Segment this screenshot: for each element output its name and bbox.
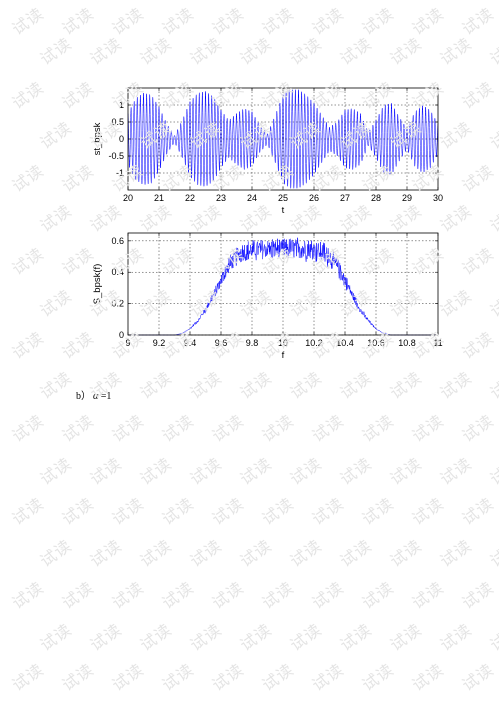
time-x-tick-label: 20 <box>123 193 133 203</box>
spec-y-tick-label: 0.2 <box>111 299 124 309</box>
spec-x-tick-label: 10.6 <box>367 338 385 348</box>
time-x-axis-label: t <box>282 205 285 216</box>
time-x-tick-label: 30 <box>433 193 443 203</box>
spectrum-chart: 9 9.2 9.4 9.6 9.8 10 10.2 10.4 10.6 10.8 11 0 0.2 0.… <box>92 232 443 361</box>
spec-x-tick-label: 9 <box>125 338 130 348</box>
time-x-tick-label: 25 <box>278 193 288 203</box>
spectrum-y-ticks: 0 0.2 0.4 0.6 <box>111 236 438 340</box>
spectrum-x-ticks: 9 9.2 9.4 9.6 9.8 10 10.2 10.4 10.6 10.8 11 <box>125 233 443 348</box>
caption-equation: =1 <box>98 391 112 402</box>
time-x-tick-label: 21 <box>154 193 164 203</box>
spec-x-tick-label: 10.2 <box>305 338 323 348</box>
spec-x-tick-label: 9.8 <box>246 338 259 348</box>
spec-x-tick-label: 11 <box>433 338 442 348</box>
spec-y-tick-label: 0 <box>119 330 124 340</box>
time-x-tick-label: 26 <box>309 193 319 203</box>
time-x-tick-label: 27 <box>340 193 350 203</box>
time-y-ticks: -1 -0.5 0 0.5 1 <box>108 100 438 178</box>
spectrum-x-axis-label: f <box>282 350 285 361</box>
time-y-tick-label: -0.5 <box>108 151 124 161</box>
spec-x-tick-label: 10.4 <box>336 338 354 348</box>
time-domain-chart: 20 21 22 23 24 25 26 27 28 29 30 -1 -0.5 0 0.5 1 t st_… <box>92 87 443 216</box>
time-x-tick-label: 28 <box>371 193 381 203</box>
bpsk-spectrum-line <box>128 237 438 336</box>
time-y-tick-label: 0.5 <box>111 117 124 127</box>
caption-label: b） <box>76 391 91 402</box>
spectrum-y-axis-label: S_bpsk(f) <box>92 264 103 305</box>
spec-x-tick-label: 10 <box>278 338 288 348</box>
spectrum-series <box>128 237 438 336</box>
time-x-tick-label: 29 <box>402 193 412 203</box>
bpsk-time-signal <box>127 89 439 189</box>
caption-alpha-symbol: α <box>93 391 99 402</box>
time-y-tick-label: -1 <box>116 168 124 178</box>
time-y-tick-label: 0 <box>119 134 124 144</box>
time-x-tick-label: 24 <box>247 193 257 203</box>
spec-x-tick-label: 9.6 <box>215 338 228 348</box>
time-x-ticks: 20 21 22 23 24 25 26 27 28 29 30 <box>123 88 443 203</box>
spec-y-tick-label: 0.6 <box>111 236 124 246</box>
spec-x-tick-label: 9.4 <box>184 338 197 348</box>
figure-caption: b） α =1 <box>76 387 111 402</box>
time-y-tick-label: 1 <box>119 100 124 110</box>
time-x-tick-label: 22 <box>185 193 195 203</box>
time-grid <box>128 88 438 190</box>
time-series <box>127 89 439 189</box>
time-x-tick-label: 23 <box>216 193 226 203</box>
spec-y-tick-label: 0.4 <box>111 267 124 277</box>
time-y-axis-label: st_bpsk <box>92 122 103 155</box>
spec-x-tick-label: 9.2 <box>153 338 166 348</box>
spec-x-tick-label: 10.8 <box>398 338 416 348</box>
